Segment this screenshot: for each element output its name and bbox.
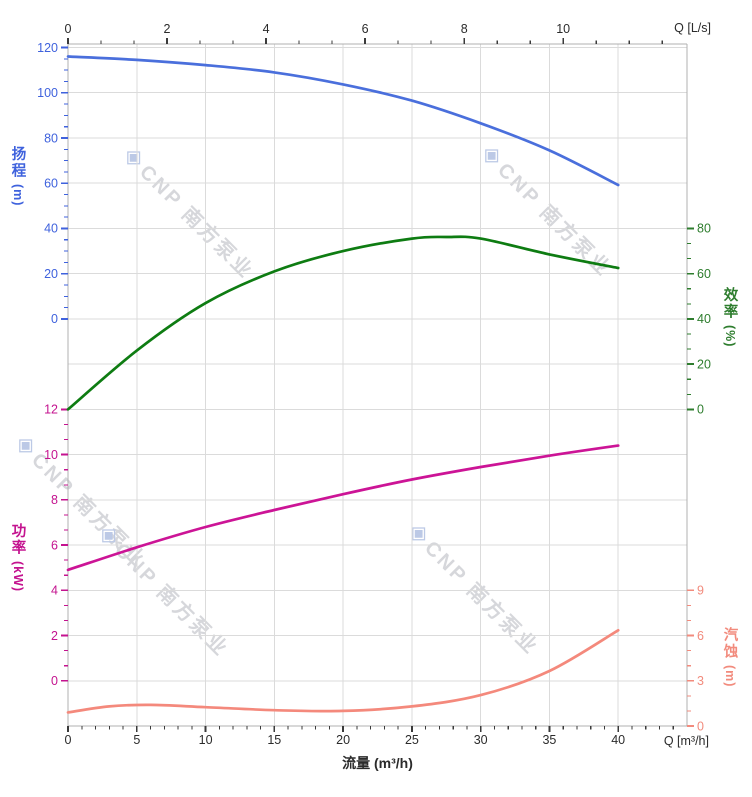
bottom-axis-tick-label: 15 bbox=[267, 733, 281, 747]
power-axis-tick-label: 0 bbox=[51, 674, 58, 688]
power-axis-tick-label: 2 bbox=[51, 629, 58, 643]
head-axis-tick-label: 100 bbox=[37, 86, 58, 100]
head-curve bbox=[66, 55, 620, 187]
head-axis-title: 扬程 (m) bbox=[5, 146, 31, 206]
head-axis-tick-label: 0 bbox=[51, 312, 58, 326]
npsh-axis: 9 6 3 0 bbox=[687, 584, 704, 733]
efficiency-axis-title-text: 效率 bbox=[721, 287, 738, 320]
bottom-axis-tick-label: 30 bbox=[474, 733, 488, 747]
top-axis-unit-label: Q [L/s] bbox=[674, 21, 711, 35]
top-axis-tick-label: 10 bbox=[556, 22, 570, 36]
bottom-axis-tick-label: 5 bbox=[133, 733, 140, 747]
plot-border bbox=[67, 43, 688, 727]
power-axis-title-text: 功率 bbox=[9, 523, 26, 556]
efficiency-curve bbox=[66, 235, 620, 411]
flow-axis-label: 流量 (m³/h) bbox=[342, 755, 413, 771]
eff-axis-tick-label: 60 bbox=[697, 267, 711, 281]
npsh-axis-unit: (m) bbox=[723, 665, 737, 688]
bottom-axis: 0 5 10 15 20 25 30 35 40 bbox=[65, 726, 674, 747]
head-axis-unit: (m) bbox=[11, 184, 25, 207]
eff-axis-tick-label: 20 bbox=[697, 357, 711, 371]
power-axis-tick-label: 4 bbox=[51, 584, 58, 598]
eff-axis-tick-label: 40 bbox=[697, 312, 711, 326]
top-axis-tick-label: 2 bbox=[164, 22, 171, 36]
efficiency-axis-title: 效率 (%) bbox=[717, 287, 743, 347]
bottom-axis-tick-label: 20 bbox=[336, 733, 350, 747]
head-axis-tick-label: 120 bbox=[37, 41, 58, 55]
npsh-curve bbox=[66, 628, 620, 714]
npsh-axis-tick-label: 6 bbox=[697, 629, 704, 643]
head-axis-title-text: 扬程 bbox=[9, 146, 26, 179]
eff-axis-tick-label: 0 bbox=[697, 403, 704, 417]
bottom-axis-tick-label: 25 bbox=[405, 733, 419, 747]
top-axis-tick-label: 4 bbox=[263, 22, 270, 36]
power-axis: 12 10 8 6 4 2 0 bbox=[44, 403, 68, 688]
power-axis-unit: (kW) bbox=[11, 561, 25, 593]
power-axis-tick-label: 8 bbox=[51, 493, 58, 507]
bottom-axis-tick-label: 35 bbox=[542, 733, 556, 747]
head-axis-tick-label: 40 bbox=[44, 222, 58, 236]
efficiency-axis-unit: (%) bbox=[723, 325, 737, 348]
power-axis-tick-label: 10 bbox=[44, 448, 58, 462]
bottom-axis-tick-label: 10 bbox=[199, 733, 213, 747]
top-axis-tick-label: 8 bbox=[461, 22, 468, 36]
bottom-axis-tick-label: 40 bbox=[611, 733, 625, 747]
head-axis-tick-label: 60 bbox=[44, 177, 58, 191]
curves-layer bbox=[66, 55, 620, 714]
npsh-axis-tick-label: 9 bbox=[697, 584, 704, 598]
npsh-axis-title: 汽蚀 (m) bbox=[717, 627, 743, 687]
top-axis-tick-label: 0 bbox=[65, 22, 72, 36]
bottom-axis-unit-label: Q [m³/h] bbox=[663, 734, 709, 748]
grid-layer bbox=[68, 44, 687, 726]
head-axis-tick-label: 80 bbox=[44, 131, 58, 145]
bottom-axis-tick-label: 0 bbox=[65, 733, 72, 747]
power-axis-tick-label: 12 bbox=[44, 403, 58, 417]
eff-axis-tick-label: 80 bbox=[697, 222, 711, 236]
power-axis-tick-label: 6 bbox=[51, 538, 58, 552]
power-curve bbox=[66, 444, 620, 572]
top-axis: 0 2 4 6 8 10 bbox=[65, 22, 663, 44]
head-axis: 120 100 80 60 40 20 0 bbox=[37, 41, 68, 326]
eff-axis: 80 60 40 20 0 bbox=[687, 222, 711, 417]
npsh-axis-tick-label: 0 bbox=[697, 719, 704, 733]
npsh-axis-tick-label: 3 bbox=[697, 674, 704, 688]
npsh-axis-title-text: 汽蚀 bbox=[721, 627, 738, 660]
head-axis-tick-label: 20 bbox=[44, 267, 58, 281]
top-axis-tick-label: 6 bbox=[362, 22, 369, 36]
power-axis-title: 功率 (kW) bbox=[5, 523, 31, 592]
